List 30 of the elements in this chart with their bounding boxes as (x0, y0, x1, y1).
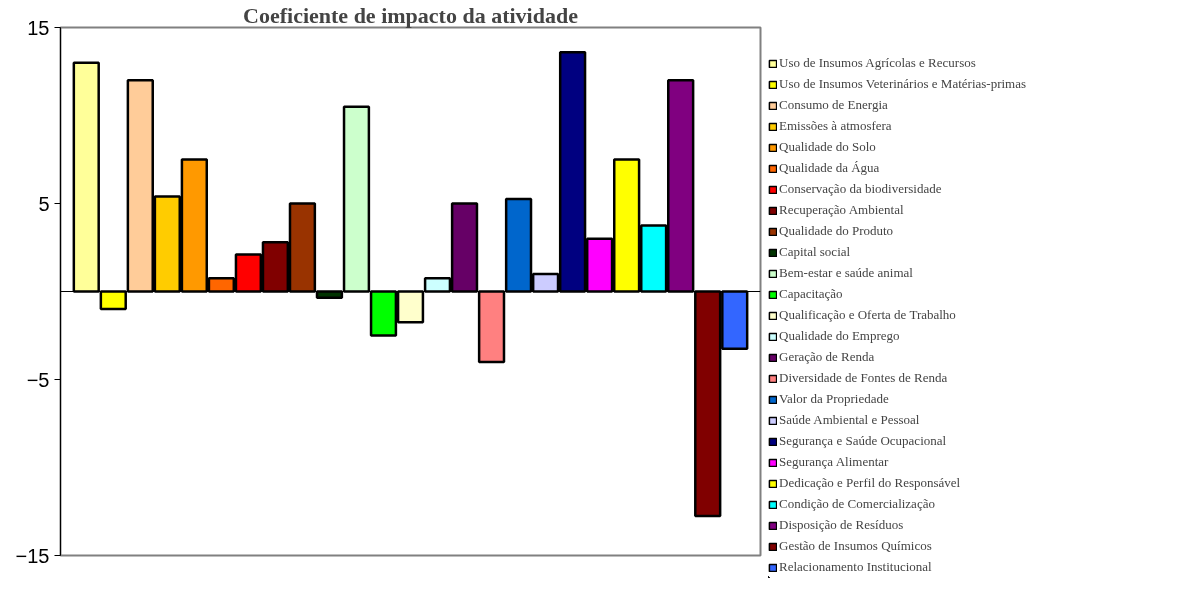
legend-label: Qualidade do Solo (779, 139, 876, 155)
legend-label: Qualificação e Oferta de Trabalho (779, 307, 956, 323)
legend-label: Bem-estar e saúde animal (779, 265, 913, 281)
legend-label: Uso de Insumos Agrícolas e Recursos (779, 55, 976, 71)
legend-label: Saúde Ambiental e Pessoal (779, 412, 920, 428)
legend-label: Capital social (779, 244, 851, 260)
y-tick-label: −15 (15, 544, 50, 567)
legend-label: Qualidade do Produto (779, 223, 894, 239)
chart-title: Coeficiente de impacto da atividade (243, 2, 579, 28)
y-tick-label: 5 (38, 192, 50, 215)
legend-label: Recuperação Ambiental (779, 202, 904, 218)
legend-label: Qualidade do Emprego (779, 328, 900, 344)
legend-label: Capacitação (779, 286, 843, 302)
legend-label: Qualidade da Água (779, 160, 880, 176)
y-tick-label: −5 (26, 368, 50, 391)
legend-label: Gestão de Insumos Químicos (779, 538, 932, 554)
legend-label: Diversidade de Fontes de Renda (779, 370, 948, 386)
legend-label: Valor da Propriedade (779, 391, 889, 407)
legend-label: Disposição de Resíduos (779, 517, 904, 533)
legend-label: Segurança Alimentar (779, 454, 889, 470)
legend-label: Consumo de Energia (779, 97, 888, 113)
legend-label: Dedicação e Perfil do Responsável (779, 475, 961, 491)
legend-label: Uso de Insumos Veterinários e Matérias-primas (779, 76, 1027, 92)
legend-label: Geração de Renda (779, 349, 875, 365)
legend-label: Relacionamento Institucional (779, 559, 932, 575)
legend-label: Segurança e Saúde Ocupacional (779, 433, 947, 449)
legend-label: Emissões à atmosfera (779, 118, 892, 134)
y-tick-label: 15 (27, 16, 50, 39)
legend-label: Condição de Comercialização (779, 496, 935, 512)
legend-label: Conservação da biodiversidade (779, 181, 942, 197)
